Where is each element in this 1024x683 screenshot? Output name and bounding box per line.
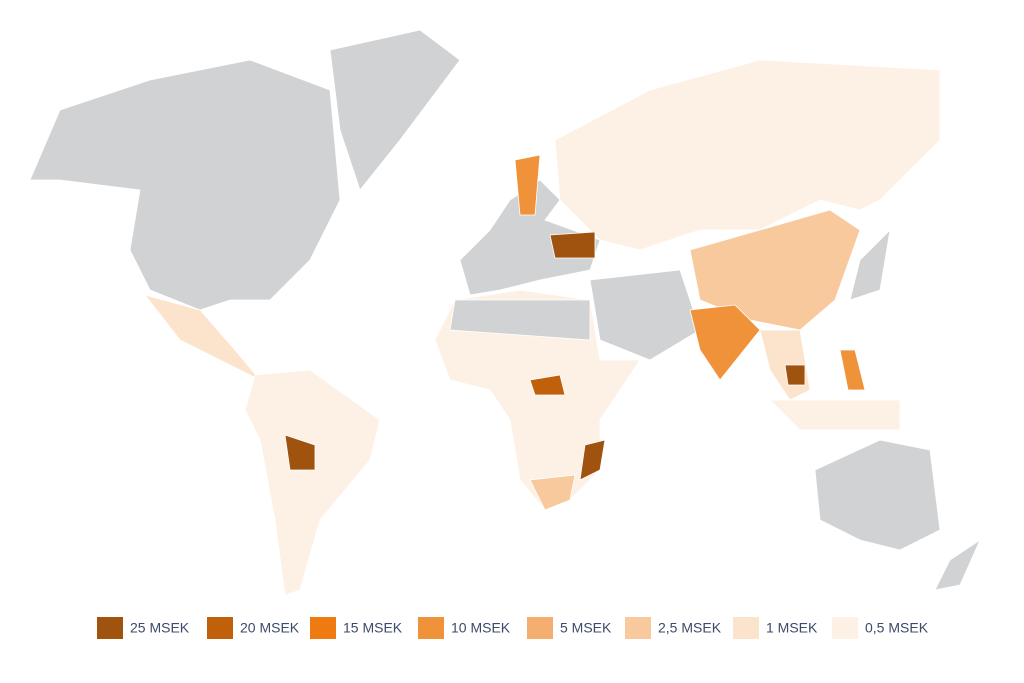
greenland — [329, 29, 461, 191]
australia — [814, 439, 941, 551]
indonesia — [769, 399, 901, 431]
north-africa — [449, 299, 591, 341]
russia — [554, 59, 941, 251]
new-zealand — [934, 538, 981, 591]
legend-swatch — [527, 617, 553, 639]
legend-label: 25 MSEK — [130, 620, 190, 636]
india — [689, 304, 761, 381]
legend-swatch — [207, 617, 233, 639]
middle-east — [589, 269, 701, 361]
sweden — [514, 154, 541, 216]
legend-label: 20 MSEK — [240, 620, 300, 636]
legend-swatch — [733, 617, 759, 639]
legend-swatch — [418, 617, 444, 639]
legend: 25 MSEK 20 MSEK 15 MSEK 10 MSEK 5 MSEK 2,5 MS… — [97, 617, 929, 639]
japan — [849, 228, 891, 301]
south-america — [244, 369, 381, 596]
central-african-republic — [529, 374, 566, 396]
legend-label: 5 MSEK — [560, 620, 612, 636]
legend-swatch — [97, 617, 123, 639]
north-america — [29, 59, 341, 311]
legend-label: 2,5 MSEK — [658, 620, 722, 636]
cambodia — [784, 364, 806, 386]
south-africa — [529, 474, 576, 511]
ukraine — [549, 231, 596, 259]
legend-swatch — [832, 617, 858, 639]
legend-swatch — [310, 617, 336, 639]
legend-label: 10 MSEK — [451, 620, 511, 636]
legend-label: 15 MSEK — [343, 620, 403, 636]
mozambique — [579, 439, 606, 481]
legend-swatch — [625, 617, 651, 639]
legend-label: 0,5 MSEK — [865, 620, 929, 636]
legend-label: 1 MSEK — [766, 620, 818, 636]
world-map — [29, 29, 981, 596]
philippines — [839, 349, 866, 391]
bolivia — [284, 434, 316, 471]
europe — [459, 179, 601, 296]
